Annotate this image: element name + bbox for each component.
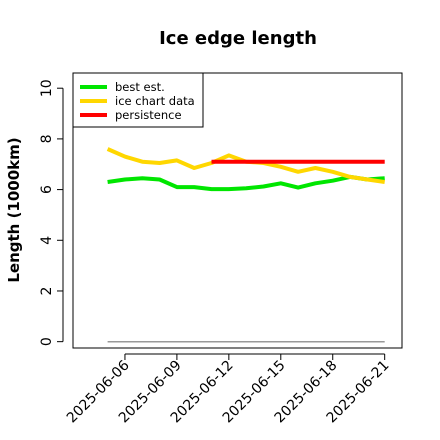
x-axis: 2025-06-062025-06-092025-06-122025-06-15…: [64, 353, 393, 426]
y-tick-label: 6: [39, 185, 55, 194]
y-tick-label: 4: [39, 236, 55, 245]
legend-label: persistence: [115, 108, 182, 122]
y-tick-label: 8: [39, 134, 55, 143]
series-line-1: [107, 174, 385, 192]
y-tick-label: 10: [39, 79, 55, 97]
y-tick-label: 2: [39, 287, 55, 296]
plot-frame: [72, 72, 403, 349]
y-tick-label: 0: [39, 337, 55, 346]
chart-title: Ice edge length: [159, 28, 317, 49]
y-axis-label: Length (1000km): [5, 137, 23, 282]
y-axis: 0 2 4 6 8 10: [39, 79, 64, 346]
series-layer: [106, 147, 385, 192]
legend-label: best est.: [115, 80, 165, 94]
legend-label: ice chart data: [115, 94, 195, 108]
